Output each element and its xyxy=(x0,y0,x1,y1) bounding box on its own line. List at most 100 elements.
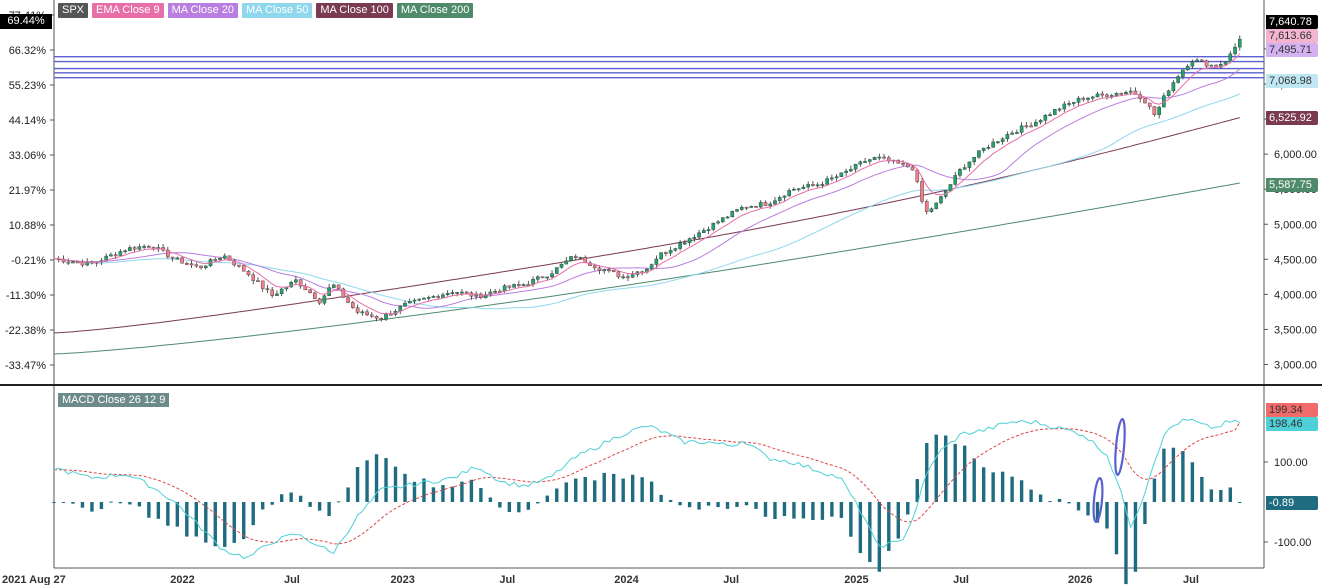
candle-up xyxy=(71,261,75,264)
candle-up xyxy=(977,150,981,158)
time-axis-label: Jul xyxy=(284,574,300,585)
macd-histogram-bar xyxy=(1219,489,1223,502)
candle-up xyxy=(1048,114,1052,117)
macd-histogram-bar xyxy=(498,502,502,508)
candle-down xyxy=(166,249,170,258)
candle-down xyxy=(132,247,137,250)
candle-up xyxy=(1010,132,1014,135)
macd-histogram-bar xyxy=(393,466,398,502)
candle-up xyxy=(554,267,559,274)
candle-up xyxy=(673,248,678,251)
time-axis-label: 2023 xyxy=(390,574,414,585)
candle-up xyxy=(1071,102,1076,104)
legend-ma-200[interactable]: MA Close 200 xyxy=(396,3,474,18)
macd-histogram-bar xyxy=(668,499,673,502)
candle-up xyxy=(806,184,810,188)
macd-histogram-bar xyxy=(735,502,739,507)
macd-histogram-bar xyxy=(270,502,274,505)
percent-tick-label: 33.06% xyxy=(9,150,47,162)
candle-up xyxy=(1190,61,1195,67)
candle-up xyxy=(512,284,516,288)
candle-down xyxy=(1081,97,1086,100)
candle-down xyxy=(811,184,815,186)
macd-histogram-bar xyxy=(147,502,151,518)
legend-ema-9[interactable]: EMA Close 9 xyxy=(92,3,164,18)
percent-tick-label: -11.30% xyxy=(6,290,46,302)
legend-macd[interactable]: MACD Close 26 12 9 xyxy=(58,393,170,407)
candle-up xyxy=(137,246,142,250)
candle-up xyxy=(1166,90,1171,96)
macd-histogram-bar xyxy=(1171,447,1176,502)
macd-histogram-bar xyxy=(972,458,976,502)
legend-ma-100[interactable]: MA Close 100 xyxy=(316,3,393,18)
legend-ma-50[interactable]: MA Close 50 xyxy=(241,3,313,18)
candle-up xyxy=(687,238,692,244)
candle-down xyxy=(611,269,616,272)
candle-up xyxy=(782,195,787,198)
candle-up xyxy=(991,141,995,148)
macd-histogram-bar xyxy=(536,502,540,504)
macd-histogram-bar xyxy=(1162,448,1166,502)
candle-down xyxy=(915,169,920,182)
macd-histogram-bar xyxy=(336,501,341,503)
candle-up xyxy=(654,258,659,265)
candle-up xyxy=(455,292,459,294)
percent-tick-label: 10.88% xyxy=(9,220,47,232)
macd-histogram-bar xyxy=(223,502,227,547)
macd-histogram-bar xyxy=(725,502,730,509)
macd-tick-label: 100.00 xyxy=(1274,457,1308,469)
macd-histogram-bar xyxy=(488,497,493,502)
candle-up xyxy=(839,172,844,177)
candle-up xyxy=(142,246,146,248)
legend-spx[interactable]: SPX xyxy=(58,3,89,18)
macd-histogram-bar xyxy=(469,479,474,502)
candle-up xyxy=(332,284,336,288)
time-axis-label: Jul xyxy=(499,574,515,585)
candle-up xyxy=(853,163,858,170)
macd-histogram-bar xyxy=(194,502,198,537)
macd-histogram-bar xyxy=(659,494,663,502)
macd-histogram-bar xyxy=(630,474,635,502)
candle-down xyxy=(194,264,199,267)
macd-legend: MACD Close 26 12 9 xyxy=(58,390,170,408)
candle-down xyxy=(436,296,440,298)
candle-down xyxy=(336,284,341,290)
macd-histogram-bar xyxy=(308,502,312,507)
candle-up xyxy=(830,177,834,180)
macd-histogram-bar xyxy=(52,502,56,503)
candle-up xyxy=(536,276,540,280)
candle-up xyxy=(711,222,716,230)
price-tick-label: 4,500.00 xyxy=(1274,254,1317,266)
macd-histogram-bar xyxy=(403,473,407,502)
macd-histogram-bar xyxy=(213,502,217,547)
percent-tick-label: 66.32% xyxy=(9,45,47,57)
candle-up xyxy=(649,264,654,270)
macd-histogram-bar xyxy=(1076,502,1081,511)
candle-up xyxy=(422,297,426,300)
macd-histogram-bar xyxy=(279,494,284,502)
candle-down xyxy=(227,255,232,261)
candle-down xyxy=(626,276,630,279)
macd-histogram-bar xyxy=(915,479,919,502)
candle-up xyxy=(773,200,777,205)
macd-histogram-bar xyxy=(526,502,531,510)
candle-up xyxy=(934,202,939,209)
candle-up xyxy=(1043,115,1048,121)
macd-histogram-bar xyxy=(839,502,844,518)
macd-histogram-bar xyxy=(944,435,948,502)
percent-tick-label: 44.14% xyxy=(9,115,47,127)
price-badge-last: 7,640.78 xyxy=(1266,15,1318,29)
candle-up xyxy=(1076,97,1081,103)
macd-badge-macd: 198.46 xyxy=(1266,417,1318,431)
candle-up xyxy=(322,295,327,304)
macd-histogram-bar xyxy=(754,502,758,509)
candle-up xyxy=(441,294,445,298)
macd-histogram-bar xyxy=(716,502,720,508)
candle-down xyxy=(346,297,350,303)
candle-up xyxy=(720,217,725,223)
macd-histogram-bar xyxy=(251,502,255,526)
macd-histogram-bar xyxy=(317,502,322,511)
legend-ma-20[interactable]: MA Close 20 xyxy=(167,3,238,18)
macd-histogram-bar xyxy=(1181,451,1185,502)
